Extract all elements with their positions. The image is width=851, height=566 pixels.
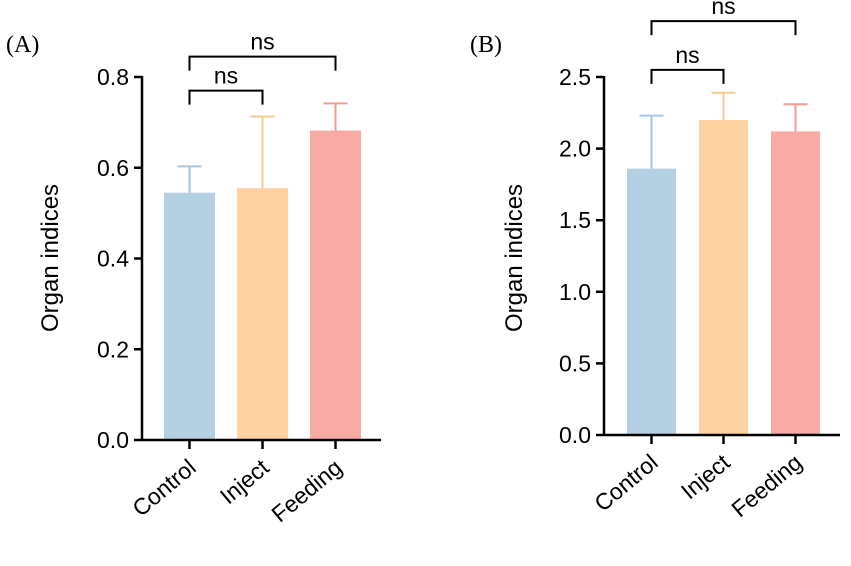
panel-b-error-bars <box>639 91 808 169</box>
panel-b-y-tick-label: 1.5 <box>559 207 591 233</box>
panel-b-error-bar-feeding <box>783 103 808 132</box>
panel-b-chart: (B) 0.0 0.5 1.0 1.5 2.0 2.5 Control InjectFeedi… <box>470 0 840 522</box>
panel-a-significance-label: ns <box>214 63 238 89</box>
panel-a-error-bars <box>177 102 348 193</box>
panel-b-significance-label: ns <box>711 0 735 19</box>
panel-b-significance: ns ns <box>650 0 797 84</box>
panel-b-y-tick-label: 2.0 <box>559 136 591 162</box>
panel-b-error-bar-inject <box>711 91 736 120</box>
panel-a-y-axis-title: Organ indices <box>37 184 64 332</box>
panel-a-significance-label: ns <box>250 29 274 55</box>
panel-a-bracket-line <box>188 55 337 71</box>
panel-b-significance-label: ns <box>675 42 699 68</box>
panel-a-bar-inject <box>237 188 288 440</box>
panel-b-y-tick-label: 0.5 <box>559 350 591 376</box>
panel-a-y-tick-label: 0.2 <box>97 336 129 362</box>
panel-a-bar-control <box>164 192 215 440</box>
panel-a-x-label-inject: Inject <box>215 454 274 510</box>
panel-a-label: (A) <box>6 32 39 58</box>
panel-a-significance-bracket: ns <box>188 29 337 71</box>
panel-b-bar-feeding <box>771 131 820 435</box>
panel-a-bars <box>164 130 361 441</box>
panel-a-bar-feeding <box>310 130 361 441</box>
panel-b-bar-control <box>627 168 676 435</box>
panel-b-x-label-feeding: Feeding <box>726 449 806 522</box>
panel-b-bracket-line <box>650 20 797 36</box>
panel-a-y-tick-label: 0.8 <box>97 64 129 90</box>
panel-a-y-tick-label: 0.0 <box>97 427 129 453</box>
panel-a-significance-bracket: ns <box>188 63 264 105</box>
panel-a-error-bar-control <box>177 165 202 193</box>
panel-b-error-bar-control <box>639 114 664 169</box>
panel-b-y-tick-label: 2.5 <box>559 64 591 90</box>
panel-b-bars <box>627 119 820 436</box>
panel-a-bracket-line <box>188 89 264 105</box>
panel-a-y-tick-label: 0.4 <box>97 246 129 272</box>
panel-a-x-label-feeding: Feeding <box>266 454 346 527</box>
panel-b-bar-inject <box>699 119 748 436</box>
panel-b-y-axis-title: Organ indices <box>501 184 528 332</box>
panel-b-significance-bracket: ns <box>650 0 797 36</box>
panel-b-label: (B) <box>470 32 502 58</box>
panel-b-x-label-control: Control <box>589 449 663 517</box>
panel-a-error-bar-inject <box>250 115 275 189</box>
panel-b-y-tick-label: 1.0 <box>559 279 591 305</box>
panel-a-x-label-control: Control <box>127 454 201 522</box>
panel-b-y-tick-label: 0.0 <box>559 422 591 448</box>
panel-b-bracket-line <box>650 68 725 84</box>
panel-a-y-tick-label: 0.6 <box>97 155 129 181</box>
panel-b-x-label-inject: Inject <box>676 449 735 505</box>
panel-b-axis-lines <box>602 76 840 437</box>
panel-a-error-bar-feeding <box>323 102 348 131</box>
panel-b-significance-bracket: ns <box>650 42 725 84</box>
